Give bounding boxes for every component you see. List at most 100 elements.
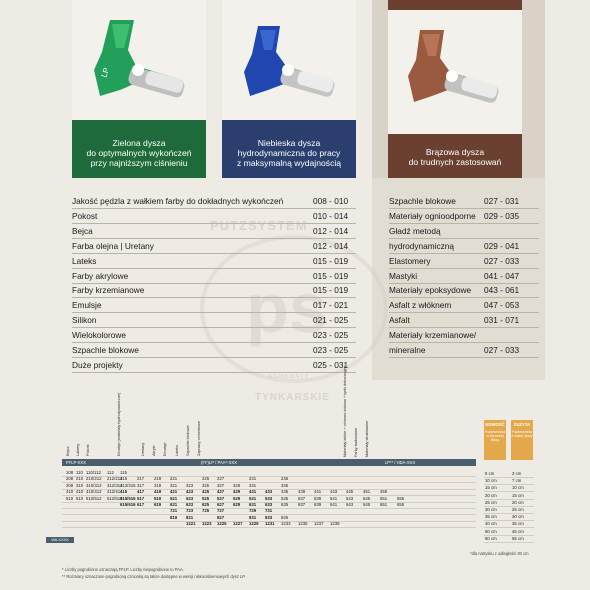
caption-line: z maksymalną wydajnością bbox=[236, 158, 342, 168]
table-cell: 327 bbox=[217, 482, 225, 488]
table-cell: 537 bbox=[298, 495, 306, 501]
table-cell: 1225 bbox=[217, 521, 227, 527]
new-width-cell: 10 cm bbox=[485, 478, 497, 484]
table-cell: 312/314 bbox=[107, 482, 123, 488]
caption-line: przy najniższym ciśnieniu bbox=[90, 158, 188, 168]
row-divider bbox=[389, 208, 539, 209]
table-cell: 319 bbox=[154, 482, 162, 488]
table-cell: 215 bbox=[120, 476, 128, 482]
table-cell: 831 bbox=[249, 514, 257, 520]
item-range: 027 - 033 bbox=[484, 345, 520, 355]
used-width-cell: 3 cm bbox=[512, 471, 522, 476]
item-range: 025 - 031 bbox=[313, 359, 349, 370]
table-cell: 729 bbox=[249, 508, 257, 514]
width-row-divider bbox=[484, 484, 534, 486]
table-cell: 1235 bbox=[298, 521, 308, 527]
table-row-divider bbox=[62, 501, 476, 503]
table-cell: 510/512 bbox=[86, 495, 102, 501]
table-cell: 115 bbox=[120, 470, 127, 475]
brown-tip-caption: Brązowa dysza do trudnych zastosowań bbox=[388, 147, 522, 167]
list-item: mineralne 027 - 033 bbox=[389, 343, 539, 358]
list-item: Wielokolorowe 023 - 025 bbox=[72, 328, 356, 344]
item-name: Emulsje bbox=[72, 300, 102, 311]
list-item: Elastomery 027 - 033 bbox=[389, 254, 539, 269]
table-cell: 721 bbox=[170, 508, 178, 514]
list-item: Farba olejna | Uretany 012 - 014 bbox=[72, 239, 356, 254]
table-cell: 833 bbox=[265, 514, 273, 520]
table-cell: 235 bbox=[281, 476, 289, 482]
table-cell: 219 bbox=[154, 476, 162, 482]
watermark-seal bbox=[200, 235, 388, 383]
item-name: Farby krzemianowe bbox=[72, 285, 145, 296]
row-divider bbox=[389, 252, 539, 254]
item-name: Pokost bbox=[72, 210, 98, 221]
table-cell: 221 bbox=[170, 476, 178, 482]
row-divider bbox=[389, 297, 539, 299]
caption-line: Niebieska dysza bbox=[257, 138, 321, 148]
table-cell: 1227 bbox=[233, 521, 243, 527]
new-width-cell: 30 cm bbox=[485, 507, 497, 512]
table-cell: 639 bbox=[314, 502, 322, 507]
new-tip-desc: Powierzchnia w tej samej dyszy bbox=[484, 430, 506, 442]
row-divider bbox=[389, 357, 539, 358]
brown-tip-top-bar bbox=[388, 0, 522, 10]
row-divider bbox=[72, 312, 356, 314]
green-tip-caption: Zielona dysza do optymalnych wykończeń p… bbox=[72, 138, 206, 168]
table-cell: 108 bbox=[66, 470, 74, 475]
list-item: Silikon 021 - 025 bbox=[72, 313, 356, 329]
note-2: ** Rozmiary oznaczone pogrubioną czcionk… bbox=[62, 574, 246, 579]
watermark-sub1: AGREGATY bbox=[268, 374, 310, 380]
watermark-logo: ps bbox=[246, 269, 328, 347]
row-divider bbox=[72, 297, 356, 299]
width-row-divider bbox=[484, 491, 534, 493]
table-cell: 419 bbox=[154, 489, 162, 495]
table-cell: 615/616 bbox=[120, 502, 136, 507]
item-name: Elastomery bbox=[389, 255, 431, 266]
table-cell: 637 bbox=[298, 502, 306, 507]
row-divider bbox=[72, 252, 356, 254]
table-cell: 631 bbox=[249, 502, 257, 507]
width-row-divider bbox=[484, 520, 534, 522]
item-range: 027 - 033 bbox=[484, 255, 520, 266]
table-column-header: Materiały strukturalne bbox=[365, 420, 369, 457]
note-1: * Liczby pogrubione oznaczają FFLP. Licz… bbox=[62, 567, 184, 572]
distance-footnote: *dla natrysku z odległości 30 cm bbox=[470, 551, 529, 556]
row-divider bbox=[389, 267, 539, 269]
list-item: Asfalt 031 - 071 bbox=[389, 313, 539, 329]
item-name: mineralne bbox=[389, 345, 426, 355]
width-row-divider bbox=[484, 505, 534, 507]
table-cell: 512/514 bbox=[107, 495, 123, 501]
table-row-divider bbox=[62, 476, 476, 477]
table-cell: 410 bbox=[76, 489, 84, 495]
table-cell: 412/414 bbox=[107, 489, 123, 495]
new-width-cell: 5 cm bbox=[485, 471, 495, 476]
table-cell: 227 bbox=[217, 476, 225, 482]
green-tip-image: LP bbox=[72, 0, 206, 120]
table-row-divider bbox=[62, 514, 476, 516]
table-cell: 539 bbox=[314, 495, 322, 501]
item-name: Szpachle blokowe bbox=[389, 196, 456, 206]
list-item: Bejca 012 - 014 bbox=[72, 224, 356, 239]
table-column-header: Lakiery bbox=[76, 443, 80, 456]
row-divider bbox=[72, 222, 356, 224]
table-cell: 655 bbox=[397, 502, 405, 507]
table-cell: 517 bbox=[137, 495, 145, 501]
item-name: Szpachle blokowe bbox=[72, 345, 139, 355]
item-range: 015 - 019 bbox=[313, 255, 349, 266]
table-column-header: Zaprawy cementowe bbox=[197, 420, 201, 456]
item-name: Bejca bbox=[72, 225, 93, 236]
table-cell: 1221 bbox=[186, 521, 196, 527]
new-tip-title: NOWOŚĆ bbox=[485, 422, 505, 427]
list-item: Emulsje 017 - 021 bbox=[72, 298, 356, 314]
row-divider bbox=[72, 282, 356, 284]
item-range: 029 - 035 bbox=[484, 210, 520, 221]
table-cell: 435 bbox=[281, 489, 289, 495]
table-cell: 515/516 bbox=[120, 495, 136, 501]
table-cell: 441 bbox=[314, 489, 322, 495]
table-cell: 529 bbox=[233, 495, 241, 501]
width-row-divider bbox=[484, 498, 534, 500]
width-row-divider bbox=[484, 534, 534, 536]
item-name: Jakość pędzla z wałkiem farby do dokładn… bbox=[72, 196, 284, 206]
used-width-cell: 25 cm bbox=[512, 507, 524, 512]
wa-label: WA-XXXX bbox=[46, 537, 74, 543]
